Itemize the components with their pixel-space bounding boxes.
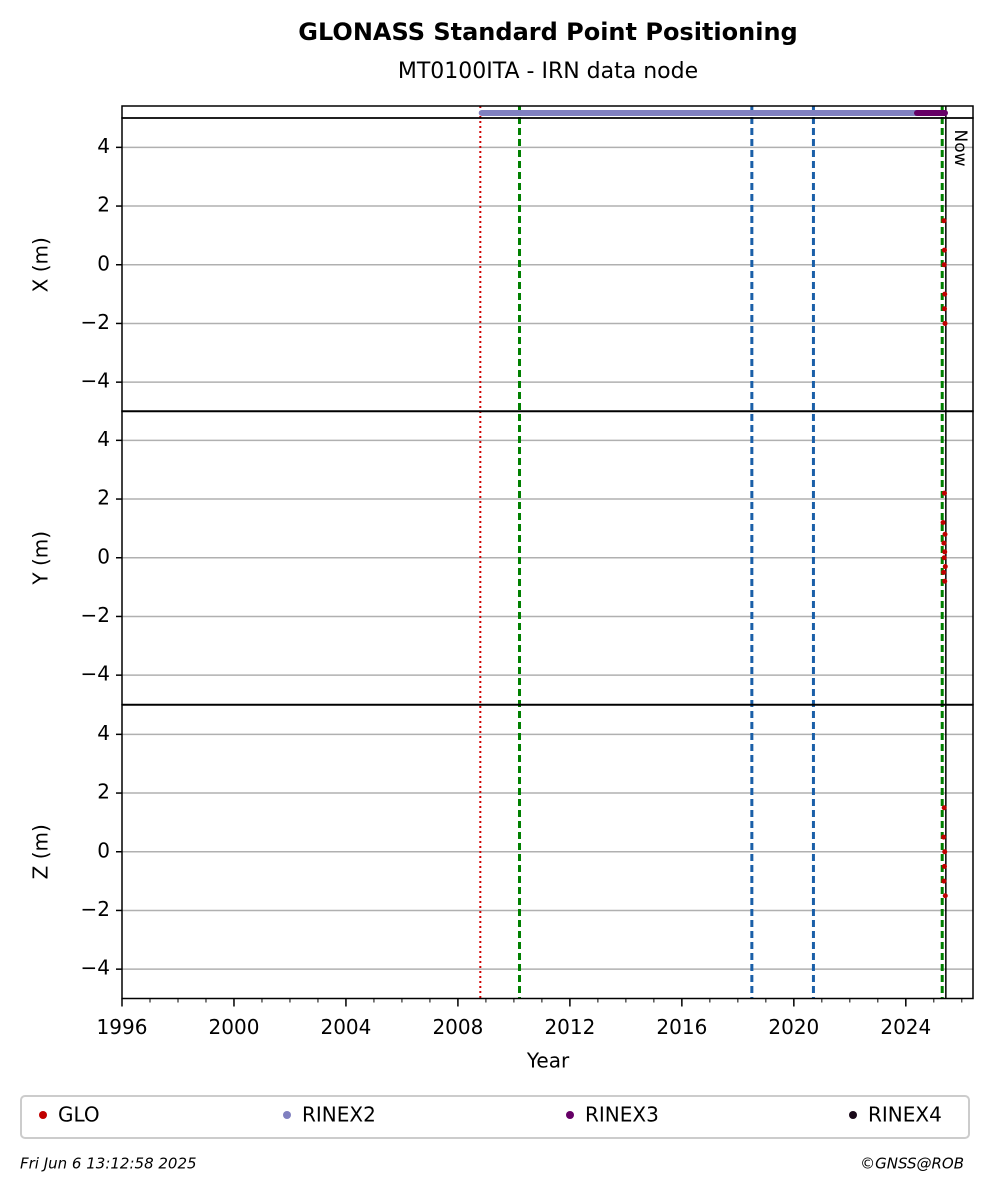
- x-tick-label: 2004: [320, 1015, 371, 1039]
- glo-point: [942, 564, 948, 570]
- y-tick-label: −4: [81, 369, 110, 393]
- y-tick-label: −4: [81, 956, 110, 980]
- glo-point: [941, 262, 947, 268]
- x-tick-label: 2008: [432, 1015, 483, 1039]
- glo-point: [941, 878, 947, 884]
- legend-marker: [283, 1111, 291, 1119]
- glo-point: [941, 540, 947, 546]
- y-tick-label: −2: [81, 897, 110, 921]
- y-axis-label: Z (m): [29, 824, 53, 879]
- glo-point: [942, 531, 948, 537]
- y-tick-label: 2: [97, 486, 110, 510]
- copyright: ©GNSS@ROB: [860, 1155, 964, 1173]
- y-tick-label: −2: [81, 310, 110, 334]
- x-axis-label: Year: [526, 1049, 570, 1073]
- legend-label: RINEX2: [302, 1103, 376, 1127]
- legend-marker: [849, 1111, 857, 1119]
- timestamp: Fri Jun 6 13:12:58 2025: [20, 1155, 197, 1173]
- glo-point: [941, 834, 947, 840]
- y-tick-label: 0: [97, 544, 110, 568]
- glo-point: [941, 863, 947, 869]
- y-tick-label: 2: [97, 193, 110, 217]
- legend-box: [20, 1095, 970, 1139]
- legend-marker: [566, 1111, 574, 1119]
- y-tick-label: 2: [97, 780, 110, 804]
- glo-point: [941, 490, 947, 496]
- glo-point: [942, 291, 948, 297]
- x-tick-label: 2000: [209, 1015, 260, 1039]
- glo-point: [942, 320, 948, 326]
- glo-point: [941, 555, 947, 561]
- y-axis-label: Y (m): [29, 531, 53, 586]
- y-tick-label: −4: [81, 662, 110, 686]
- glo-point: [941, 247, 947, 253]
- y-tick-label: 0: [97, 838, 110, 862]
- glo-point: [941, 569, 947, 575]
- y-tick-label: 4: [97, 721, 110, 745]
- glo-point: [940, 520, 946, 526]
- chart-title: GLONASS Standard Point Positioning: [298, 18, 797, 46]
- panel-frame: [121, 704, 974, 1000]
- x-tick-label: 2024: [880, 1015, 931, 1039]
- y-tick-label: 0: [97, 251, 110, 275]
- x-tick-label: 2012: [544, 1015, 595, 1039]
- now-label: Now: [950, 129, 970, 166]
- glo-point: [941, 805, 947, 811]
- y-tick-label: 4: [97, 427, 110, 451]
- glo-point: [942, 849, 948, 855]
- legend-label: RINEX4: [868, 1103, 942, 1127]
- legend-label: GLO: [58, 1103, 100, 1127]
- legend-marker: [39, 1111, 47, 1119]
- legend-label: RINEX3: [585, 1103, 659, 1127]
- glo-point: [942, 549, 948, 555]
- y-axis-label: X (m): [29, 237, 53, 292]
- glo-point: [941, 218, 947, 224]
- glo-point: [942, 578, 948, 584]
- y-tick-label: 4: [97, 134, 110, 158]
- x-tick-label: 1996: [97, 1015, 148, 1039]
- glo-point: [941, 306, 947, 312]
- y-tick-label: −2: [81, 603, 110, 627]
- glo-point: [942, 893, 948, 899]
- x-tick-label: 2020: [768, 1015, 819, 1039]
- chart-subtitle: MT0100ITA - IRN data node: [398, 59, 698, 84]
- x-tick-label: 2016: [656, 1015, 707, 1039]
